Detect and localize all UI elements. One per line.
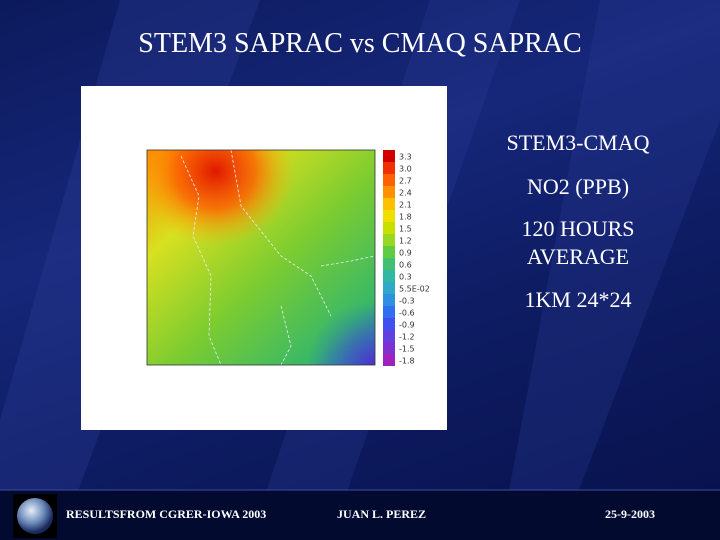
colorbar-swatch	[383, 150, 395, 162]
colorbar-label: -0.9	[399, 321, 415, 330]
colorbar-label: 0.3	[399, 273, 412, 282]
colorbar-label: 3.3	[399, 153, 412, 162]
colorbar-swatch	[383, 318, 395, 330]
colorbar-swatch	[383, 270, 395, 282]
colorbar-label: 2.4	[399, 189, 412, 198]
globe-icon	[13, 494, 57, 538]
colorbar-swatch	[383, 306, 395, 318]
colorbar-label: -0.3	[399, 297, 415, 306]
footer-author: JUAN L. PEREZ	[337, 507, 427, 521]
colorbar-label: 0.9	[399, 249, 412, 258]
colorbar-label: -0.6	[399, 309, 415, 318]
colorbar-swatch	[383, 162, 395, 174]
colorbar-label: 3.0	[399, 165, 412, 174]
colorbar-swatch	[383, 294, 395, 306]
slide-title: STEM3 SAPRAC vs CMAQ SAPRAC	[138, 28, 582, 59]
colorbar-label: -1.2	[399, 333, 415, 342]
note: STEM3-CMAQ	[506, 130, 650, 155]
colorbar-swatch	[383, 246, 395, 258]
colorbar-label: 5.5E-02	[399, 285, 430, 294]
note: 1KM 24*24	[524, 287, 632, 312]
footer-source: RESULTSFROM CGRER-IOWA 2003	[66, 507, 267, 521]
colorbar-swatch	[383, 330, 395, 342]
note: 120 HOURS	[521, 216, 635, 241]
colorbar-swatch	[383, 282, 395, 294]
colorbar-label: 2.7	[399, 177, 412, 186]
colorbar-swatch	[383, 198, 395, 210]
colorbar-swatch	[383, 210, 395, 222]
colorbar-swatch	[383, 354, 395, 366]
note: AVERAGE	[526, 244, 630, 269]
colorbar-label: 2.1	[399, 201, 412, 210]
colorbar-swatch	[383, 342, 395, 354]
note: NO2 (PPB)	[526, 174, 630, 199]
colorbar-swatch	[383, 174, 395, 186]
colorbar-label: -1.8	[399, 357, 415, 366]
colorbar-swatch	[383, 258, 395, 270]
colorbar-label: 1.2	[399, 237, 412, 246]
colorbar-label: 1.8	[399, 213, 412, 222]
footer-date: 25-9-2003	[605, 507, 655, 521]
colorbar-label: 1.5	[399, 225, 412, 234]
colorbar-swatch	[383, 186, 395, 198]
map-figure: 3.3 3.0 2.7 2.4 2.1 1.8 1.5 1.2 0.9 0.6 0.3 5.5E-02…	[81, 86, 447, 430]
colorbar-swatch	[383, 234, 395, 246]
colorbar-swatch	[383, 222, 395, 234]
colorbar-label: 0.6	[399, 261, 412, 270]
colorbar-label: -1.5	[399, 345, 415, 354]
